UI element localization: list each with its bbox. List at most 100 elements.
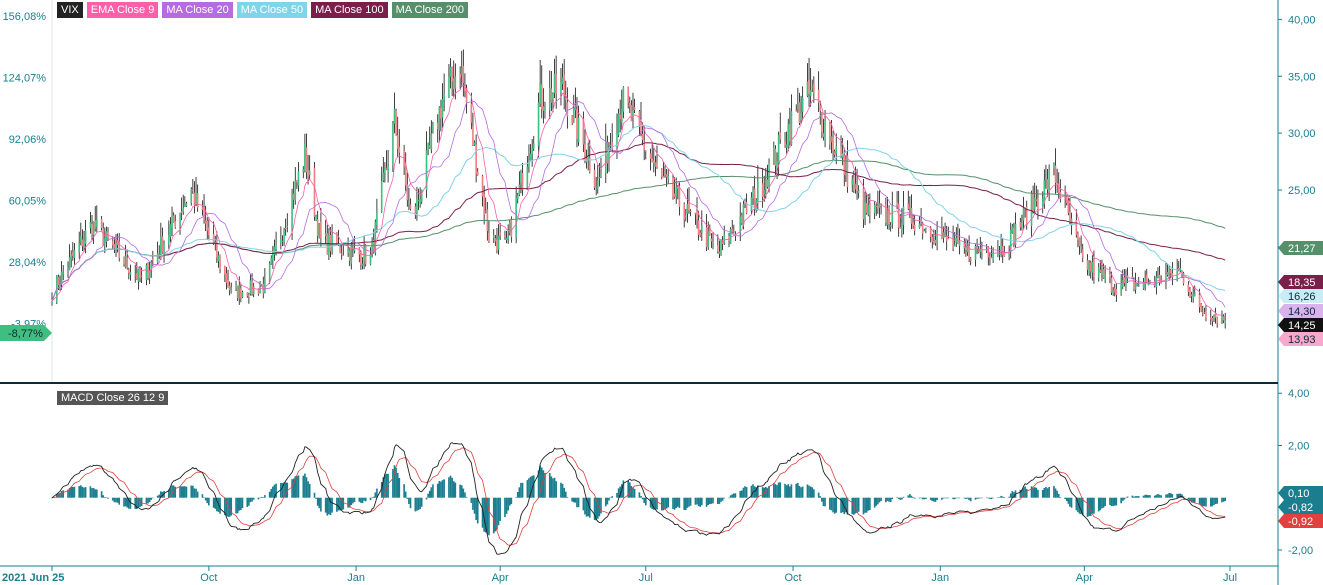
candle-down[interactable] [292,193,295,200]
candle-down[interactable] [1190,294,1193,297]
candle-up[interactable] [417,199,420,202]
candle-down[interactable] [630,105,633,122]
candle-up[interactable] [851,179,854,185]
candle-up[interactable] [460,68,463,75]
candle-up[interactable] [361,263,364,266]
candle-down[interactable] [832,137,834,151]
candle-up[interactable] [217,255,220,262]
candle-up[interactable] [854,183,857,190]
candle-down[interactable] [488,232,490,242]
candle-up[interactable] [1021,223,1023,228]
candle-up[interactable] [1014,223,1017,245]
candle-down[interactable] [1025,206,1028,226]
candle-down[interactable] [699,232,702,237]
candle-up[interactable] [755,199,758,211]
candle-up[interactable] [835,145,838,154]
candle-up[interactable] [70,254,73,260]
candle-down[interactable] [673,193,676,198]
candle-up[interactable] [739,216,742,234]
candle-up[interactable] [302,168,305,173]
candle-down[interactable] [968,247,970,259]
candle-down[interactable] [976,247,978,249]
candle-down[interactable] [688,201,690,211]
candle-up[interactable] [380,181,383,213]
candle-down[interactable] [257,288,260,295]
candle-down[interactable] [843,154,846,175]
candle-up[interactable] [83,240,85,246]
candle-down[interactable] [398,146,401,153]
candle-up[interactable] [150,262,153,270]
candle-down[interactable] [212,233,215,244]
candle-down[interactable] [745,202,748,214]
candle-down[interactable] [941,228,943,239]
candle-up[interactable] [315,215,317,221]
candle-down[interactable] [216,240,218,258]
candle-down[interactable] [945,235,948,242]
candle-up[interactable] [684,215,687,218]
candle-up[interactable] [1024,208,1026,210]
candle-up[interactable] [438,107,441,131]
candle-up[interactable] [79,236,82,243]
candle-up[interactable] [508,222,511,234]
candle-down[interactable] [728,236,730,241]
candle-down[interactable] [1222,316,1225,321]
candle-up[interactable] [620,108,623,123]
candle-up[interactable] [1168,266,1170,278]
candle-down[interactable] [1046,179,1049,190]
candle-up[interactable] [560,81,562,93]
candle-down[interactable] [875,206,878,208]
candle-up[interactable] [768,163,770,189]
candle-up[interactable] [448,76,450,98]
candle-up[interactable] [889,225,892,228]
candle-down[interactable] [593,170,596,188]
candle-down[interactable] [784,141,786,146]
candle-up[interactable] [443,93,445,101]
candle-up[interactable] [184,203,186,207]
candle-down[interactable] [1093,259,1095,278]
candle-down[interactable] [71,251,74,256]
candle-down[interactable] [896,202,898,206]
candle-up[interactable] [942,232,945,239]
candle-up[interactable] [531,147,533,155]
candle-down[interactable] [678,186,681,207]
candle-down[interactable] [305,147,308,173]
candle-down[interactable] [710,238,713,242]
candle-down[interactable] [94,220,97,229]
candle-down[interactable] [499,232,501,236]
candle-up[interactable] [1030,193,1033,227]
candle-down[interactable] [649,153,652,159]
candle-down[interactable] [472,125,474,146]
candle-up[interactable] [561,77,564,85]
candle-up[interactable] [720,239,722,254]
candle-down[interactable] [676,186,679,189]
candle-down[interactable] [57,276,60,286]
candle-up[interactable] [801,97,804,112]
candle-down[interactable] [1205,310,1207,318]
candle-down[interactable] [550,88,553,103]
candle-down[interactable] [1145,274,1148,282]
candle-down[interactable] [628,103,631,107]
candle-up[interactable] [918,223,921,229]
candle-down[interactable] [504,235,506,237]
candle-down[interactable] [566,102,569,117]
candle-up[interactable] [392,123,394,165]
candle-up[interactable] [925,227,927,229]
candle-down[interactable] [470,103,473,123]
candle-up[interactable] [920,222,922,224]
candle-up[interactable] [420,189,423,202]
candle-down[interactable] [112,241,114,245]
candle-up[interactable] [441,99,444,118]
candle-up[interactable] [1137,285,1140,287]
candle-down[interactable] [913,224,916,232]
candle-up[interactable] [992,251,994,261]
candle-up[interactable] [733,230,735,232]
candle-down[interactable] [662,176,665,178]
candle-down[interactable] [1102,269,1105,279]
candle-up[interactable] [369,254,372,265]
candle-down[interactable] [672,177,674,197]
candle-up[interactable] [723,234,726,243]
candle-down[interactable] [576,109,578,139]
candle-up[interactable] [387,165,389,173]
candle-up[interactable] [92,221,95,236]
candle-up[interactable] [700,225,703,233]
